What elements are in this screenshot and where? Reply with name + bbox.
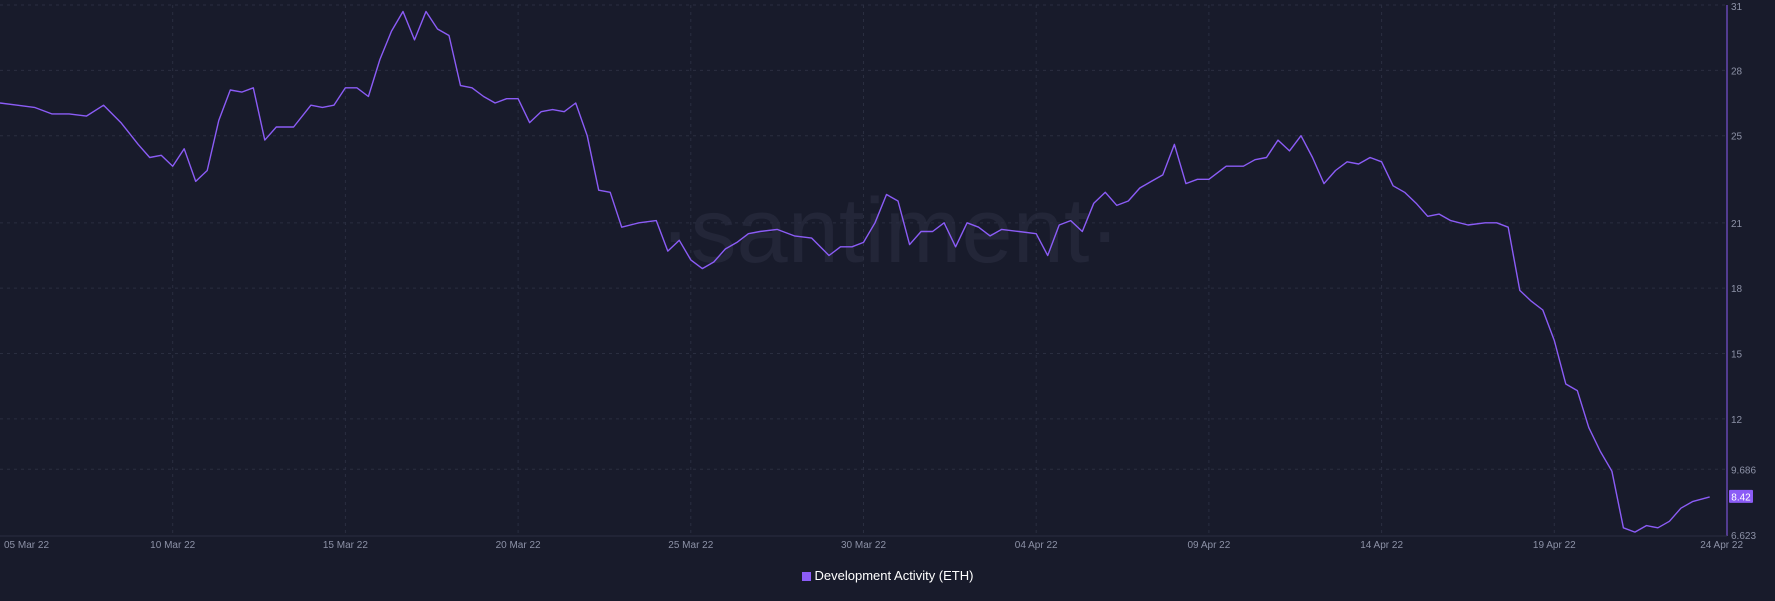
- x-tick-label: 04 Apr 22: [1015, 540, 1058, 551]
- x-tick-label: 20 Mar 22: [496, 540, 541, 551]
- y-tick-label: 31: [1731, 2, 1743, 13]
- x-tick-label: 10 Mar 22: [150, 540, 195, 551]
- santiment-watermark: ·santiment·: [660, 180, 1120, 282]
- legend-swatch: [801, 572, 811, 581]
- y-tick-label: 12: [1731, 415, 1743, 426]
- y-tick-label: 21: [1731, 219, 1743, 230]
- x-tick-label: 05 Mar 22: [4, 540, 49, 551]
- x-tick-label: 09 Apr 22: [1187, 540, 1230, 551]
- y-tick-label: 6.623: [1731, 531, 1756, 542]
- chart-legend[interactable]: Development Activity (ETH): [0, 568, 1775, 583]
- last-value-label: 8.42: [1731, 492, 1751, 503]
- y-tick-label: 9.686: [1731, 465, 1756, 476]
- y-tick-label: 25: [1731, 132, 1743, 143]
- x-tick-label: 25 Mar 22: [668, 540, 713, 551]
- last-value-badge: 8.42: [1729, 489, 1753, 503]
- x-tick-label: 19 Apr 22: [1533, 540, 1576, 551]
- last-value-badge-bg: [1729, 489, 1753, 503]
- x-tick-label: 30 Mar 22: [841, 540, 886, 551]
- y-tick-label: 18: [1731, 284, 1743, 295]
- x-tick-label: 15 Mar 22: [323, 540, 368, 551]
- x-tick-label: 24 Apr 22: [1700, 540, 1743, 551]
- y-axis-ticks: 31 28 25 21 18 15 12 9.686 6.623: [1731, 2, 1756, 542]
- series-line-development-activity: [0, 10, 1710, 533]
- y-tick-label: 28: [1731, 66, 1743, 77]
- y-tick-label: 15: [1731, 350, 1743, 361]
- x-axis-ticks: 05 Mar 22 10 Mar 22 15 Mar 22 20 Mar 22 25 M…: [4, 540, 1743, 551]
- legend-label: Development Activity (ETH): [814, 568, 974, 583]
- x-tick-label: 14 Apr 22: [1360, 540, 1403, 551]
